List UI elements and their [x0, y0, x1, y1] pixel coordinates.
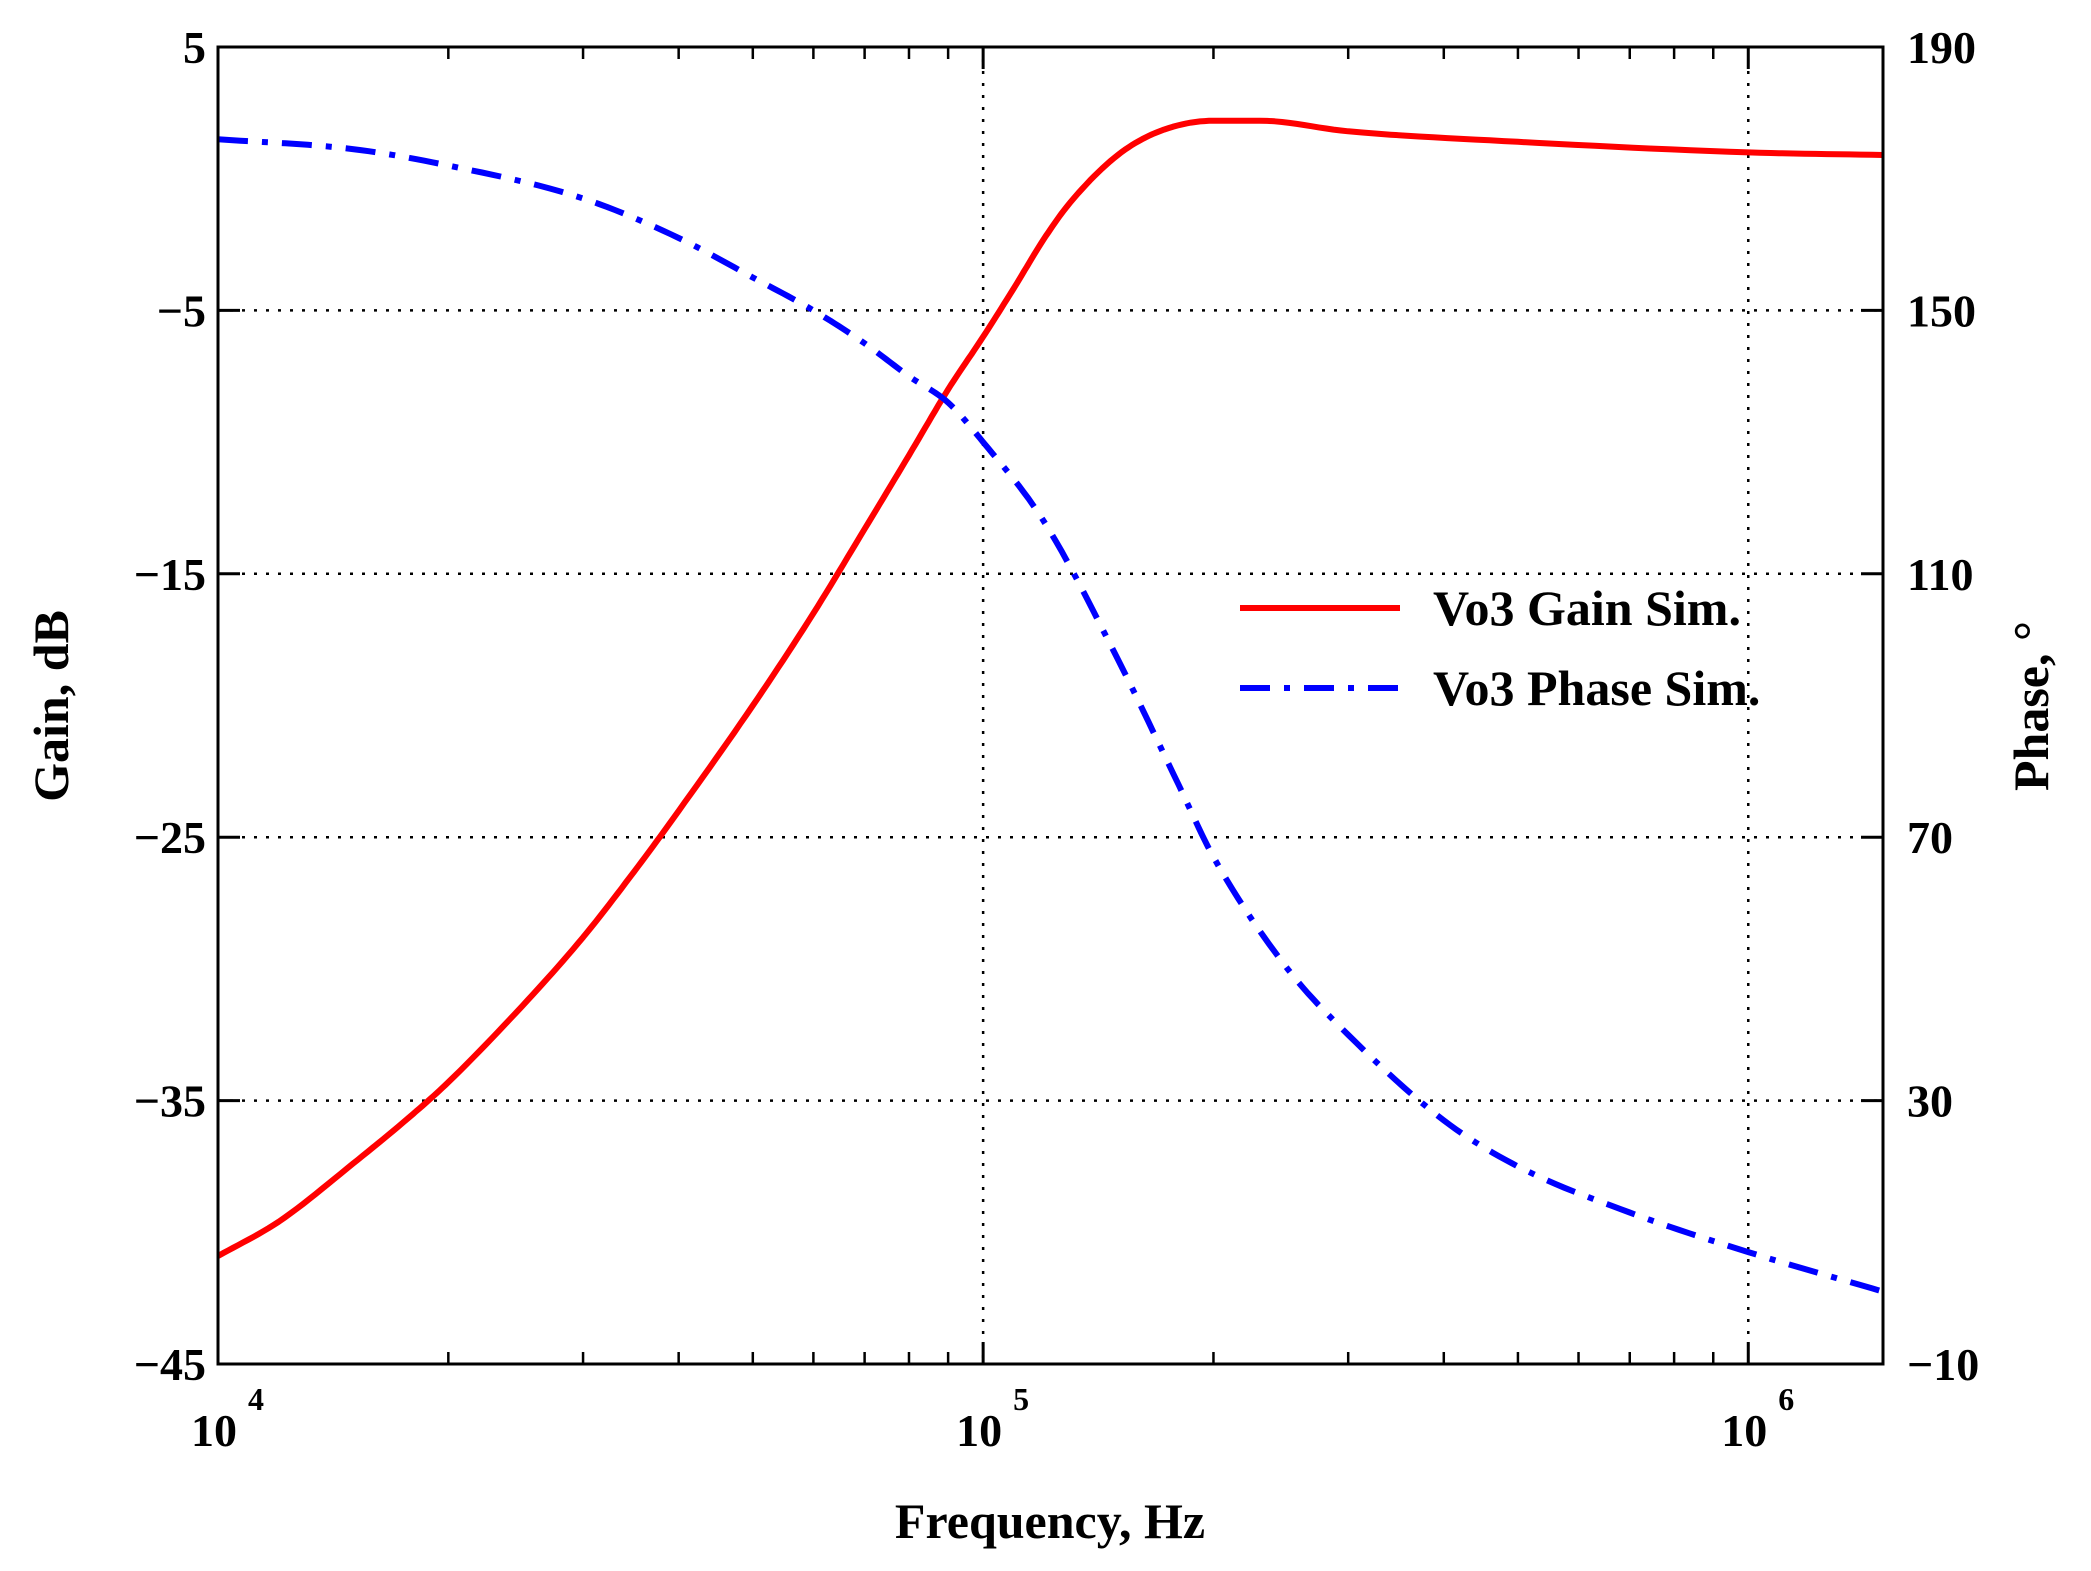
plot-frame: [216, 45, 1885, 1366]
y-left-tick-label: −35: [134, 1076, 206, 1127]
y-left-tick-label: −5: [157, 285, 206, 336]
tick-labels: 5 −5 −15 −25 −35 −45 190 150 110 70 30 −10 10 4 10 5 10 6: [134, 22, 1979, 1456]
y-right-tick-label: 30: [1907, 1076, 1953, 1127]
y-left-tick-label: 5: [183, 22, 206, 73]
y-right-tick-label: 190: [1907, 22, 1976, 73]
x-tick-exponent: 4: [248, 1381, 264, 1417]
y-right-tick-label: −10: [1907, 1339, 1979, 1390]
y-right-tick-label: 150: [1907, 285, 1976, 336]
y-right-axis-label: Phase, °: [2003, 621, 2059, 791]
y-left-tick-label: −15: [134, 549, 206, 600]
x-tick-exponent: 5: [1013, 1381, 1029, 1417]
x-tick-label: 10: [191, 1405, 237, 1456]
legend: Vo3 Gain Sim. Vo3 Phase Sim.: [1240, 580, 1760, 716]
gain-series-line: [216, 117, 1884, 1259]
grid-lines: [218, 47, 1883, 1364]
x-tick-label: 10: [956, 1405, 1002, 1456]
legend-label-gain: Vo3 Gain Sim.: [1433, 580, 1741, 636]
y-right-tick-label: 110: [1907, 549, 1973, 600]
y-left-tick-label: −25: [134, 812, 206, 863]
x-tick-label: 10: [1721, 1405, 1767, 1456]
x-axis-label: Frequency, Hz: [895, 1493, 1205, 1549]
y-left-tick-label: −45: [134, 1339, 206, 1390]
y-left-axis-label: Gain, dB: [23, 610, 79, 802]
legend-label-phase: Vo3 Phase Sim.: [1433, 660, 1760, 716]
x-tick-exponent: 6: [1778, 1381, 1794, 1417]
y-right-tick-label: 70: [1907, 812, 1953, 863]
series-layer: [216, 117, 1884, 1295]
